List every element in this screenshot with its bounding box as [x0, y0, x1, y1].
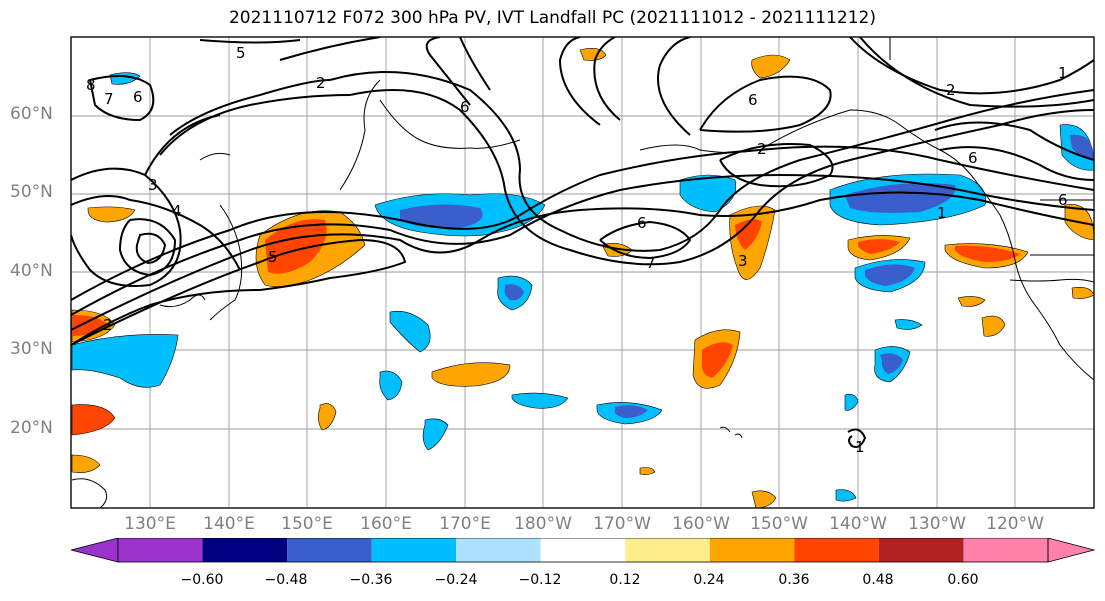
colorbar-tick-label: −0.24 [434, 572, 478, 588]
colorbar-tick-label: 0.60 [947, 572, 979, 588]
contour-labels: 5 2 3 4 6 7 6 2 6 1 3 8 7 6 2 5 6 1 2 6 … [86, 44, 1068, 456]
lon-label: 160°W [672, 514, 730, 534]
coastlines [71, 37, 1094, 508]
map-title: 2021110712 F072 300 hPa PV, IVT Landfall… [228, 8, 876, 28]
lon-label: 130°W [908, 514, 966, 534]
colorbar-tick-label: −0.60 [180, 572, 224, 588]
contour-label: 2 [103, 316, 113, 334]
lat-label: 30°N [10, 339, 53, 359]
colorbar-tick-label: −0.36 [349, 572, 393, 588]
colorbar-tick-label: 0.36 [778, 572, 810, 588]
contour-label: 2 [946, 81, 956, 99]
lon-label: 170°W [593, 514, 651, 534]
colorbar-frame [117, 538, 1049, 563]
lon-label: 120°W [986, 514, 1044, 534]
colorbar-extend-min [70, 538, 119, 563]
lat-label: 50°N [10, 182, 53, 202]
lon-label: 180°W [514, 514, 572, 534]
contour-label: 7 [104, 90, 114, 108]
lon-label: 140°E [203, 514, 255, 534]
colorbar-segment [456, 538, 541, 562]
colorbar-segment [118, 538, 203, 562]
map-frame [70, 36, 1095, 509]
colorbar-segment [625, 538, 710, 562]
contour-label: 6 [748, 91, 758, 109]
lon-label: 170°E [439, 514, 491, 534]
colorbar-segment [878, 538, 964, 562]
contour-label: 7 [646, 254, 656, 272]
lat-label: 40°N [10, 261, 53, 281]
contour-label: 6 [637, 214, 647, 232]
contour-label: 2 [316, 74, 326, 92]
contour-label: 1 [855, 438, 865, 456]
colorbar-segment [963, 538, 1048, 562]
lon-label: 150°W [750, 514, 808, 534]
contour-label: 1 [937, 204, 947, 222]
lon-label: 160°E [360, 514, 412, 534]
contour-label: 5 [236, 44, 246, 62]
contour-label: 1 [1058, 64, 1068, 82]
lon-label: 130°E [124, 514, 176, 534]
contour-label: 6 [460, 98, 470, 116]
colorbar-segment [287, 538, 372, 562]
contour-label: 3 [738, 252, 748, 270]
colorbar-segment [709, 538, 795, 562]
lat-label: 20°N [10, 418, 53, 438]
pv-contours [71, 37, 1094, 448]
colorbar-tick-label: 0.12 [609, 572, 641, 588]
colorbar-extend-max [1047, 538, 1096, 563]
colorbar-segment [540, 538, 626, 562]
ivt-shading [71, 48, 1094, 508]
contour-label: 6 [133, 88, 143, 106]
contour-label: 8 [86, 76, 96, 94]
contour-label: 6 [968, 149, 978, 167]
contour-label: 5 [268, 248, 278, 266]
contour-label: 6 [1058, 191, 1068, 209]
lon-label: 150°E [281, 514, 333, 534]
contour-label: 4 [172, 202, 182, 220]
colorbar-tick-label: −0.12 [518, 572, 562, 588]
colorbar-tick-label: 0.24 [693, 572, 725, 588]
gridlines [71, 37, 1094, 508]
lat-label: 60°N [10, 104, 53, 124]
colorbar-segment [371, 538, 457, 562]
colorbar-tick-label: 0.48 [862, 572, 894, 588]
colorbar-segment [202, 538, 288, 562]
lon-label: 140°W [829, 514, 887, 534]
contour-label: 2 [757, 140, 767, 158]
colorbar-segment [794, 538, 879, 562]
colorbar [70, 538, 1096, 563]
colorbar-tick-label: −0.48 [264, 572, 308, 588]
contour-label: 3 [148, 176, 158, 194]
